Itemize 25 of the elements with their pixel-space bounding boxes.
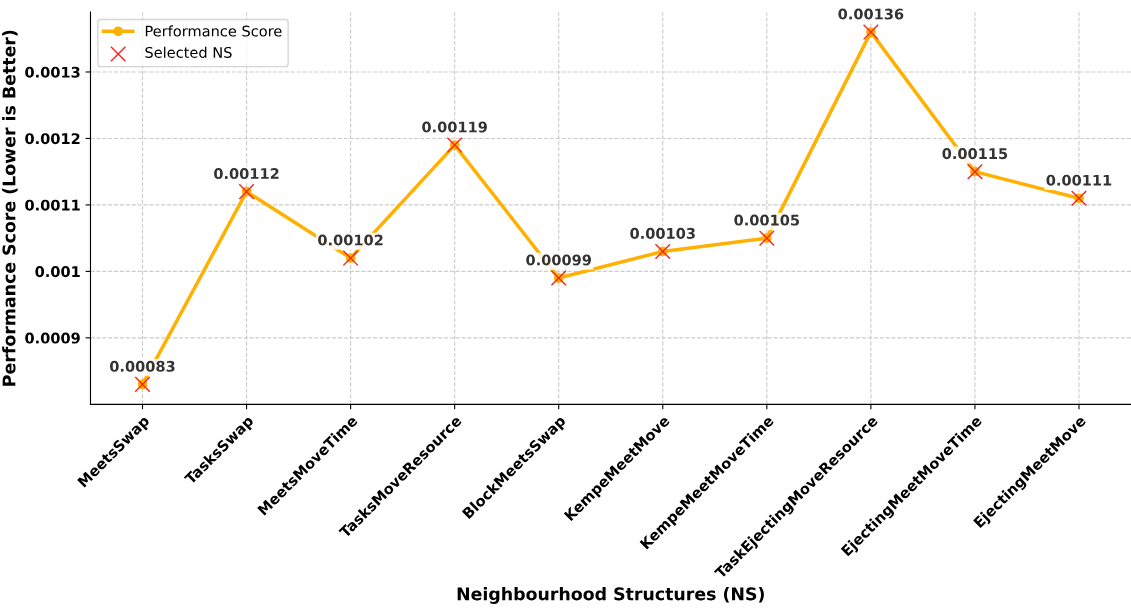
data-label: 0.00103: [630, 227, 695, 239]
data-label: 0.00115: [942, 148, 1008, 160]
y-axis-title: Performance Score (Lower is Better): [2, 30, 18, 386]
y-tick-label: 0.0009: [25, 332, 80, 344]
legend-label: Performance Score: [145, 25, 282, 37]
y-tick-label: 0.0013: [25, 66, 80, 78]
data-label: 0.00119: [422, 121, 487, 133]
y-tick-label: 0.0011: [25, 199, 80, 211]
data-label: 0.00083: [109, 360, 175, 372]
data-label: 0.00105: [734, 214, 800, 226]
x-axis-title: Neighbourhood Structures (NS): [457, 586, 764, 604]
data-label: 0.00102: [318, 234, 383, 246]
point: [1070, 190, 1087, 207]
y-tick-label: 0.001: [35, 266, 80, 278]
point: [550, 270, 567, 287]
point: [342, 250, 359, 267]
data-label: 0.00111: [1046, 174, 1112, 186]
point: [862, 24, 879, 41]
point: [966, 163, 983, 180]
data-label: 0.00136: [838, 8, 904, 20]
point: [446, 137, 463, 154]
y-tick-label: 0.0012: [25, 133, 80, 145]
data-label: 0.00112: [214, 168, 279, 180]
legend-label: Selected NS: [145, 46, 232, 58]
data-label: 0.00099: [526, 254, 591, 266]
